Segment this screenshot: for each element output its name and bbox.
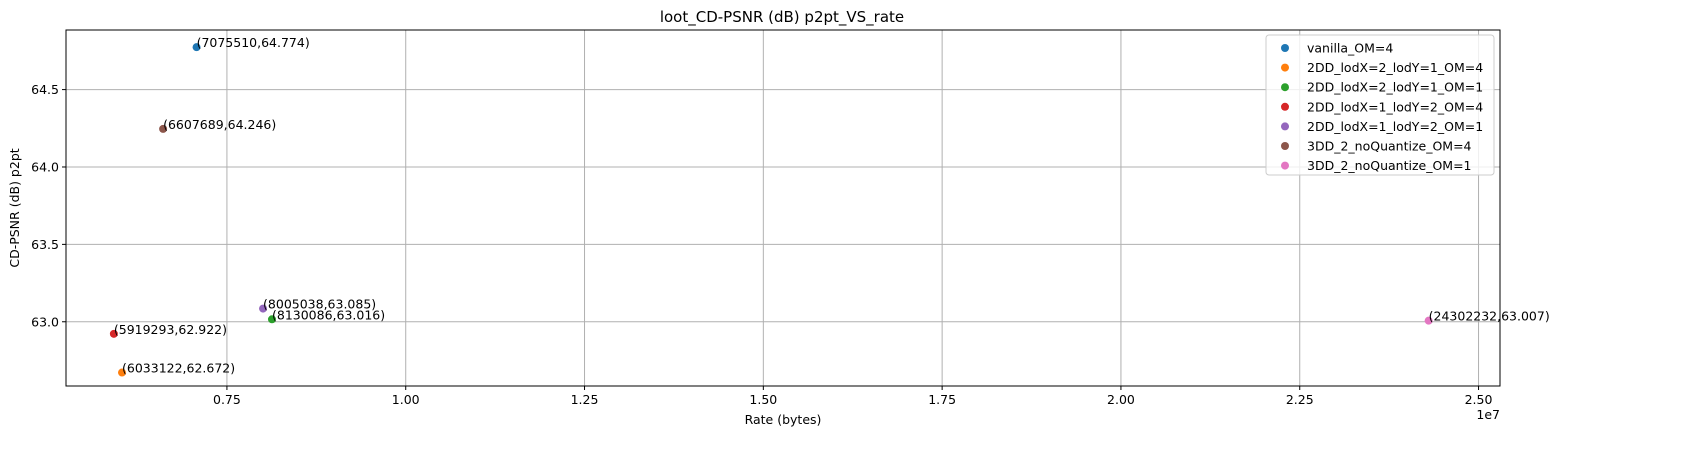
legend-box [1265, 34, 1495, 176]
y-tick-label: 64.5 [31, 82, 59, 97]
legend-marker [1281, 102, 1289, 111]
legend-entry-label: 2DD_lodX=2_lodY=1_OM=1 [1307, 80, 1483, 95]
legend-marker [1281, 44, 1289, 52]
axis-ticks: 0.75 1.00 1.25 1.50 1.75 2.00 2.25 2.50 63.0 63.5… [31, 82, 1492, 407]
x-tick-label: 1.50 [749, 392, 777, 407]
legend-marker [1281, 63, 1289, 72]
legend-entry-label: 2DD_lodX=2_lodY=1_OM=4 [1307, 60, 1483, 75]
legend-marker [1281, 142, 1289, 150]
x-tick-label: 1.00 [392, 392, 420, 407]
data-label: (8130086,63.016) [272, 307, 385, 322]
x-axis-label: Rate (bytes) [745, 412, 822, 427]
x-tick-label: 2.00 [1107, 392, 1135, 407]
data-label: (7075510,64.774) [197, 35, 310, 50]
data-label: (24302232,63.007) [1429, 309, 1550, 324]
x-tick-label: 1.75 [928, 392, 956, 407]
data-point [118, 368, 127, 377]
data-point [267, 315, 276, 324]
x-tick-label: 2.50 [1465, 392, 1493, 407]
data-label: (5919293,62.922) [114, 322, 227, 337]
x-tick-label: 0.75 [213, 392, 241, 407]
legend-marker [1281, 122, 1289, 131]
data-label: (8005038,63.085) [263, 297, 376, 312]
chart-title: loot_CD-PSNR (dB) p2pt_VS_rate [660, 8, 904, 27]
y-axis-label: CD-PSNR (dB) p2pt [7, 148, 22, 267]
y-tick-label: 64.0 [31, 159, 59, 174]
data-point [259, 304, 268, 313]
legend-entry-label: 2DD_lodX=1_lodY=2_OM=1 [1307, 119, 1483, 134]
legend-entry-label: vanilla_OM=4 [1307, 41, 1393, 56]
data-label: (6607689,64.246) [163, 117, 276, 132]
legend-entry-label: 3DD_2_noQuantize_OM=1 [1307, 158, 1472, 173]
data-point [109, 329, 118, 338]
plot-area [65, 29, 1501, 387]
y-tick-label: 63.0 [31, 314, 59, 329]
data-point [159, 124, 168, 133]
legend-marker [1281, 161, 1289, 170]
data-point [192, 43, 201, 52]
x-tick-label: 2.25 [1286, 392, 1314, 407]
x-axis-offset-label: 1e7 [1476, 407, 1500, 422]
data-points [109, 43, 1433, 377]
data-label: (6033122,62.672) [122, 361, 235, 376]
legend-marker [1281, 83, 1289, 92]
data-point [1424, 316, 1433, 325]
legend: vanilla_OM=4 2DD_lodX=2_lodY=1_OM=4 2DD_lo… [1265, 34, 1495, 176]
point-annotations: (7075510,64.774) (6033122,62.672) (8130086… [114, 35, 1550, 375]
legend-entry-label: 2DD_lodX=1_lodY=2_OM=4 [1307, 99, 1483, 114]
legend-entry-label: 3DD_2_noQuantize_OM=4 [1307, 139, 1472, 154]
y-tick-label: 63.5 [31, 237, 59, 252]
x-tick-label: 1.25 [571, 392, 599, 407]
